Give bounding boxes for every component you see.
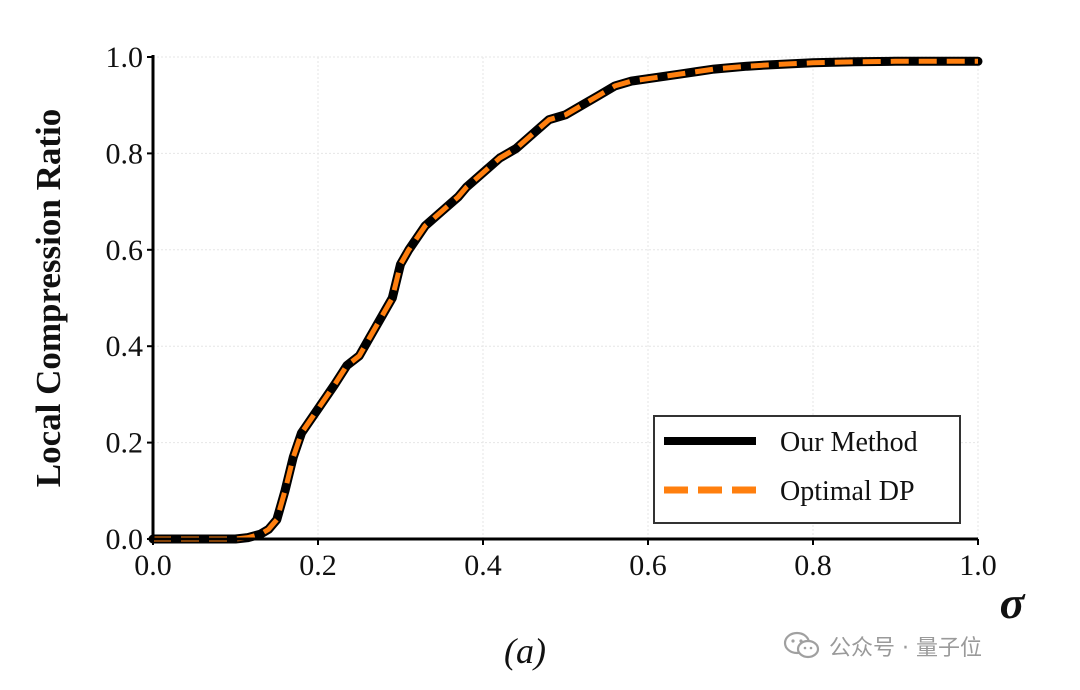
x-tick-label-2: 0.4 [464, 549, 502, 582]
y-tick-label-0: 0.0 [106, 523, 144, 556]
x-axis-label: σ [1000, 577, 1026, 628]
x-tick-label-3: 0.6 [629, 549, 667, 582]
watermark: 公众号 · 量子位 [783, 630, 982, 662]
axes [151, 55, 978, 541]
y-tick-label-5: 1.0 [106, 41, 144, 74]
x-tick-label-0: 0.0 [134, 549, 172, 582]
x-tick-label-1: 0.2 [299, 549, 337, 582]
y-tick-label-4: 0.8 [106, 137, 144, 170]
y-tick-label-2: 0.4 [106, 330, 144, 363]
legend-box [653, 415, 961, 524]
series-layer [148, 56, 983, 544]
tick-labels: 0.0 0.2 0.4 0.6 0.8 1.0 0.0 0.2 0.4 0.6 0.8 1.0 [106, 41, 997, 582]
y-tick-label-3: 0.6 [106, 234, 144, 267]
y-axis-label: Local Compression Ratio [29, 109, 68, 488]
legend-label-optimal-dp: Optimal DP [780, 476, 915, 507]
x-tick-label-4: 0.8 [794, 549, 832, 582]
wechat-icon [783, 631, 820, 659]
x-tick-label-5: 1.0 [959, 549, 997, 582]
y-tick-label-1: 0.2 [106, 427, 144, 460]
watermark-text: 公众号 · 量子位 [829, 636, 982, 661]
legend-label-our-method: Our Method [780, 427, 918, 458]
figure-caption: (a) [504, 631, 546, 671]
legend: Our Method Optimal DP [653, 415, 961, 524]
series-line-optimal-dp [153, 58, 978, 542]
